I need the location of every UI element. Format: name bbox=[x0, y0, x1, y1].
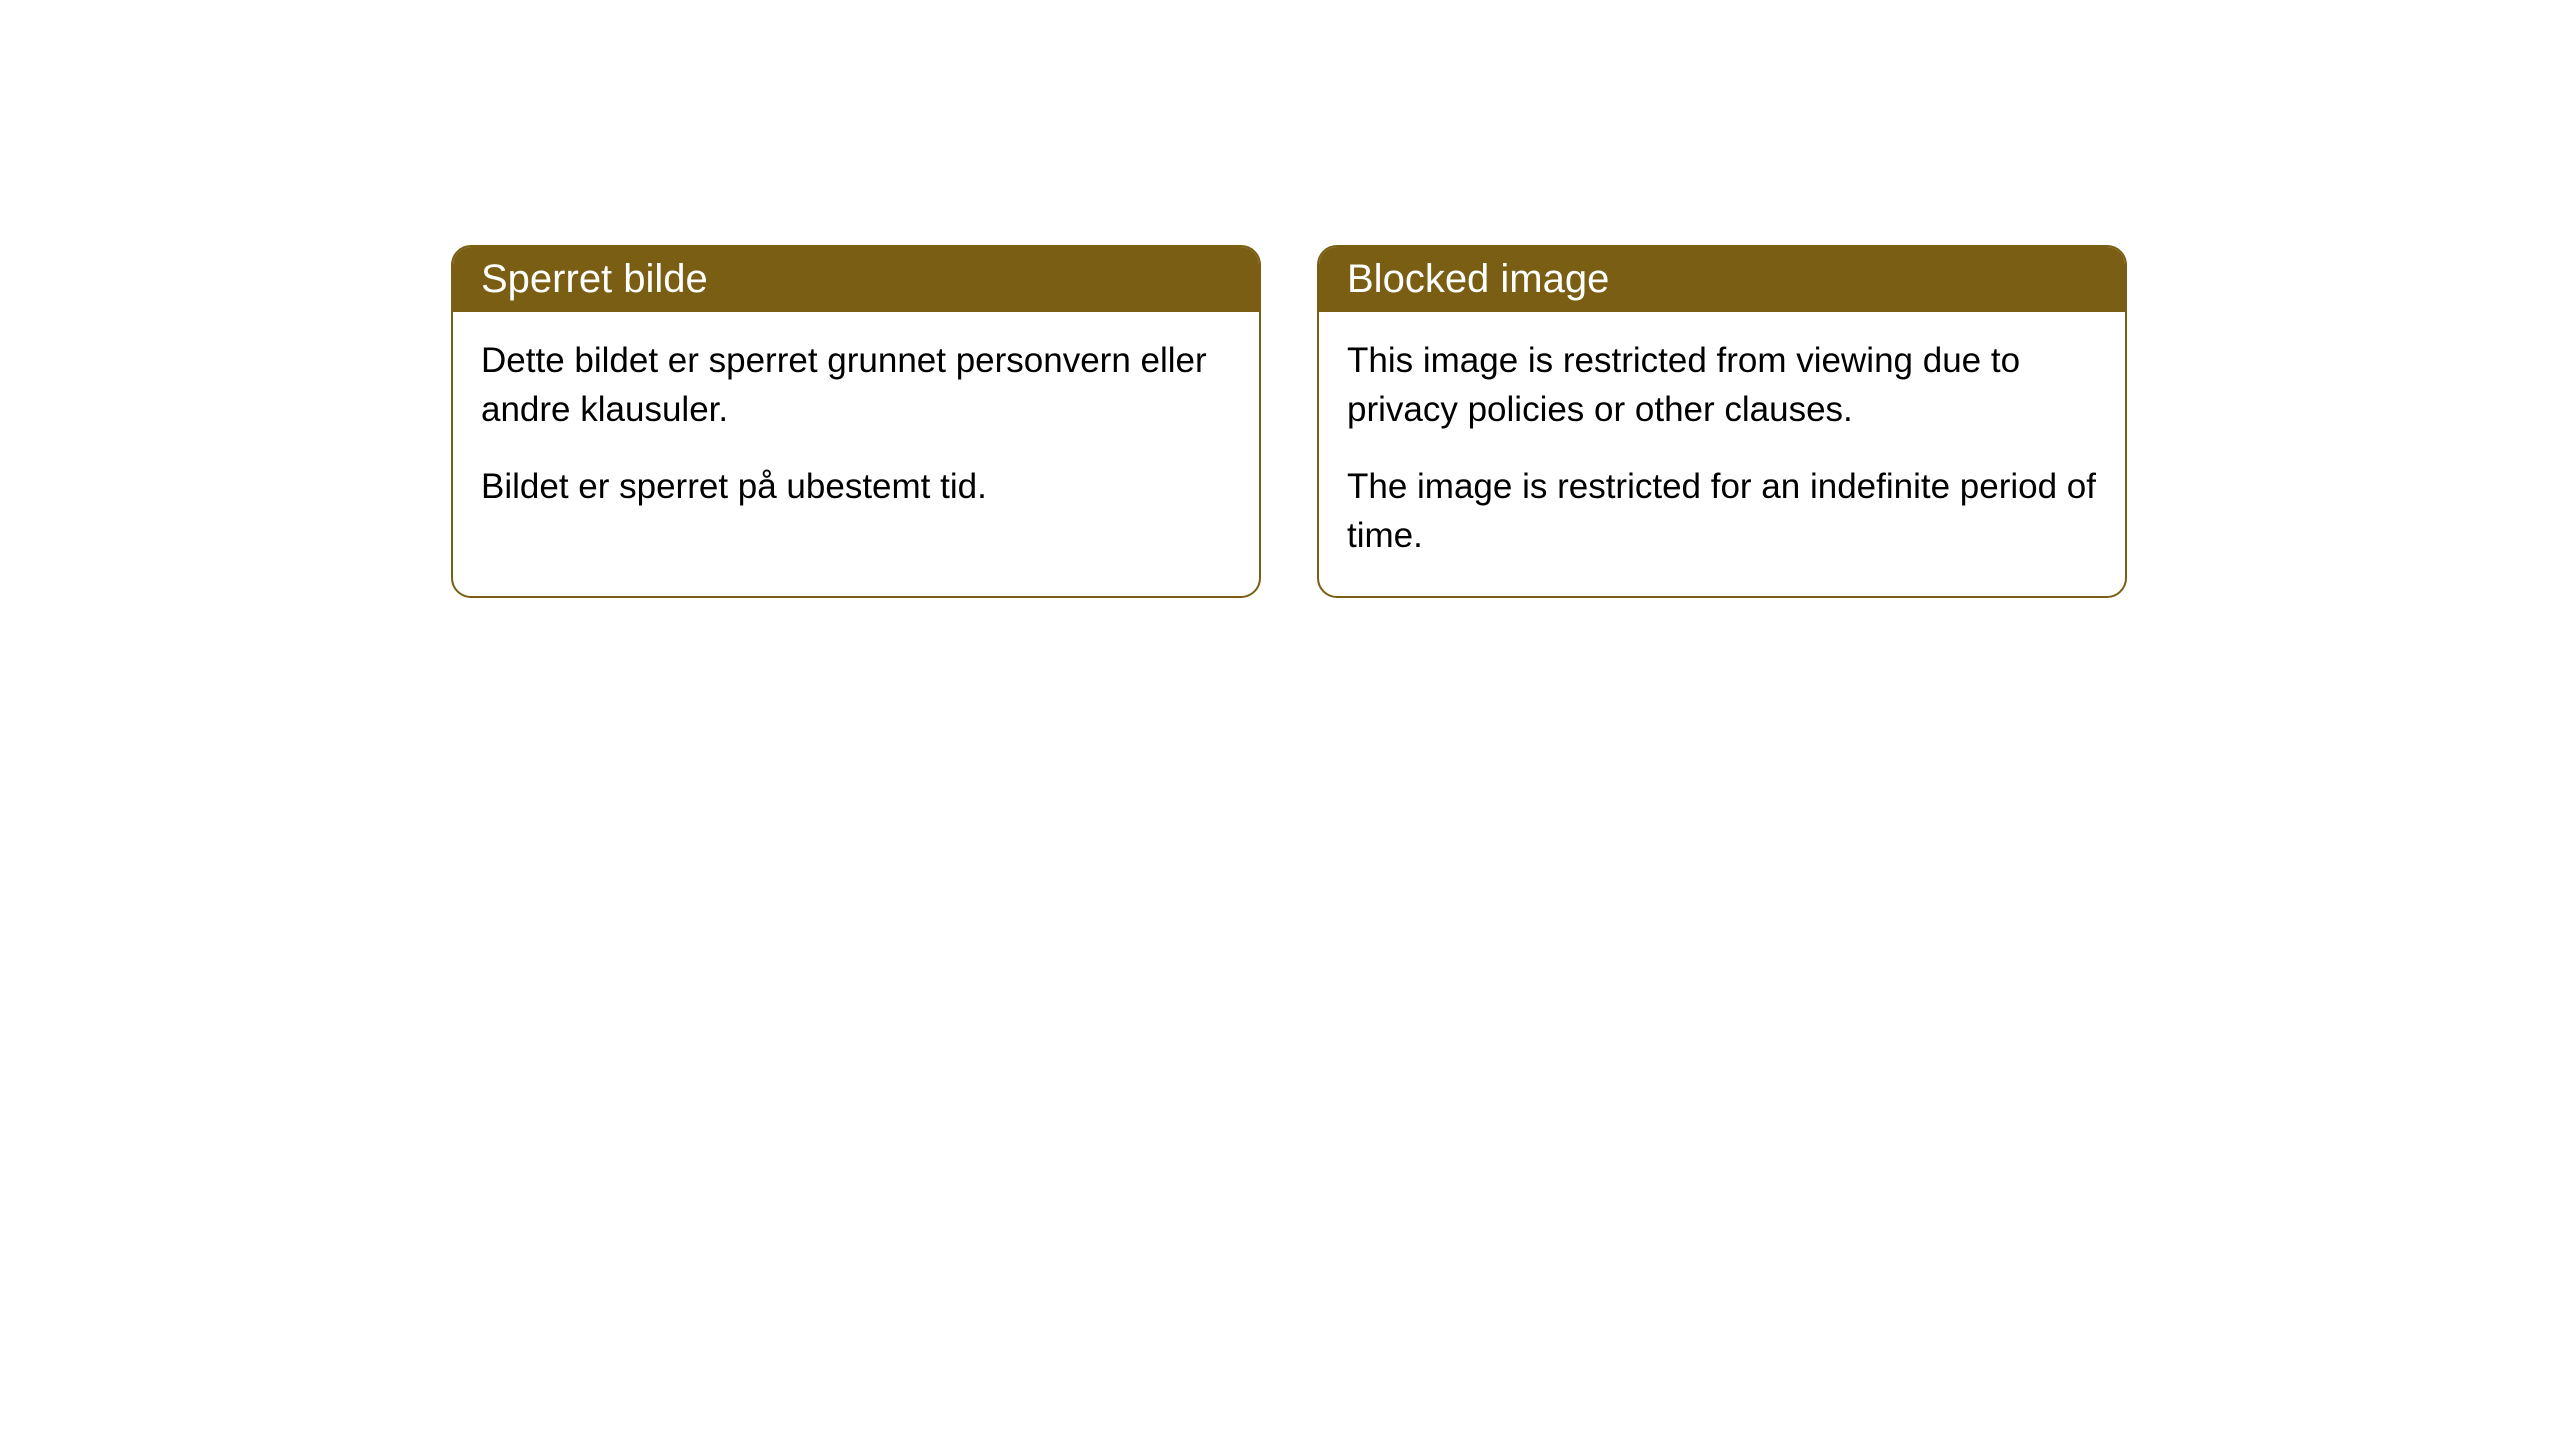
card-paragraph: The image is restricted for an indefinit… bbox=[1347, 462, 2097, 560]
card-paragraph: Bildet er sperret på ubestemt tid. bbox=[481, 462, 1231, 511]
card-body: This image is restricted from viewing du… bbox=[1319, 312, 2125, 596]
card-header: Sperret bilde bbox=[453, 247, 1259, 312]
card-body: Dette bildet er sperret grunnet personve… bbox=[453, 312, 1259, 547]
card-paragraph: This image is restricted from viewing du… bbox=[1347, 336, 2097, 434]
card-paragraph: Dette bildet er sperret grunnet personve… bbox=[481, 336, 1231, 434]
cards-container: Sperret bilde Dette bildet er sperret gr… bbox=[0, 0, 2560, 598]
card-title: Sperret bilde bbox=[481, 257, 708, 301]
card-title: Blocked image bbox=[1347, 257, 1609, 301]
blocked-image-card-norwegian: Sperret bilde Dette bildet er sperret gr… bbox=[451, 245, 1261, 598]
card-header: Blocked image bbox=[1319, 247, 2125, 312]
blocked-image-card-english: Blocked image This image is restricted f… bbox=[1317, 245, 2127, 598]
